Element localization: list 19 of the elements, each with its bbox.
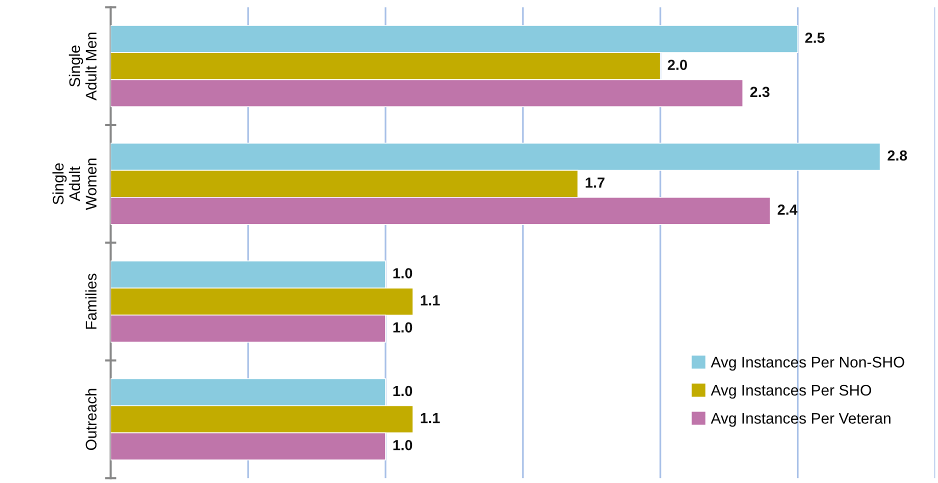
data-label: 2.5 <box>805 32 825 43</box>
legend-label: Avg Instances Per Non-SHO <box>710 356 904 371</box>
y-tick-label: Single Adult Men <box>68 32 97 100</box>
data-label: 1.0 <box>393 268 412 278</box>
y-tick-label: Single Adult Women <box>52 158 97 210</box>
data-label: 1.0 <box>393 386 412 396</box>
data-label: 2.4 <box>778 204 798 215</box>
data-label: 1.1 <box>420 413 440 424</box>
legend-label: Avg Instances Per Veteran <box>710 413 890 427</box>
data-label: 2.3 <box>750 86 770 98</box>
data-label: 2.8 <box>888 150 907 161</box>
data-label: 1.0 <box>393 440 412 450</box>
y-tick-label: Families <box>85 274 97 329</box>
data-label: 1.0 <box>393 322 412 333</box>
data-label: 1.7 <box>586 178 604 188</box>
data-label: 2.0 <box>668 60 687 70</box>
data-label: 1.1 <box>420 295 440 306</box>
legend-label: Avg Instances Per SHO <box>710 384 872 399</box>
y-tick-label: Outreach <box>85 388 97 450</box>
